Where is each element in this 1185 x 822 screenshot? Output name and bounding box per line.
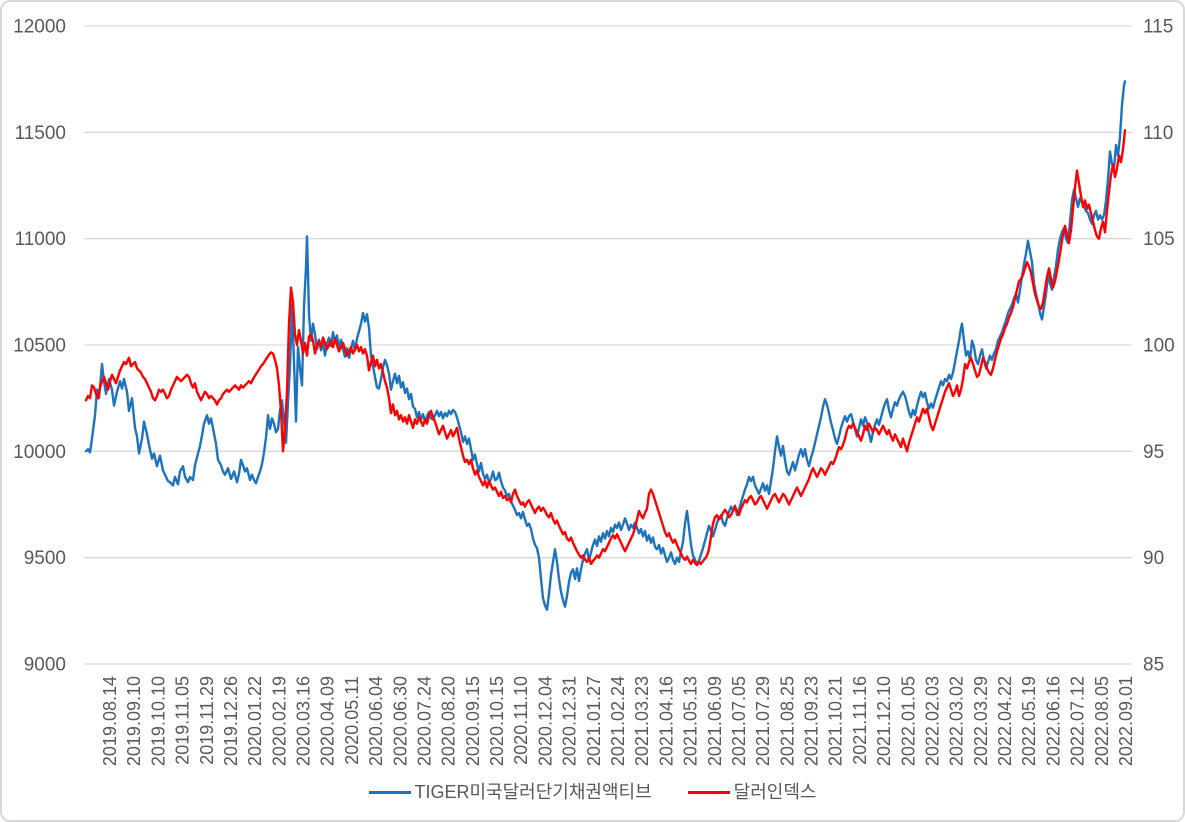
legend-line-swatch-red bbox=[687, 790, 730, 794]
x-axis-tick-label: 2019.11.05 bbox=[173, 676, 193, 765]
y-axis-left-tick-label: 10000 bbox=[13, 442, 66, 463]
x-axis-tick-label: 2022.03.29 bbox=[971, 676, 991, 766]
y-axis-right-tick-label: 95 bbox=[1143, 442, 1164, 463]
y-axis-right-tick-label: 110 bbox=[1143, 123, 1173, 144]
x-axis-tick-label: 2021.09.23 bbox=[802, 676, 822, 766]
x-axis-tick-label: 2021.03.23 bbox=[632, 676, 652, 766]
x-axis-tick-label: 2019.11.29 bbox=[197, 676, 217, 765]
x-axis-tick-label: 2020.12.31 bbox=[560, 676, 580, 766]
y-axis-left-tick-label: 10500 bbox=[13, 336, 66, 357]
y-axis-left-tick-label: 9500 bbox=[24, 548, 66, 569]
x-axis-tick-label: 2021.05.13 bbox=[681, 676, 701, 766]
x-axis-tick-label: 2019.10.10 bbox=[148, 676, 168, 766]
x-axis-tick-label: 2019.12.26 bbox=[221, 676, 241, 766]
y-axis-left-tick-label: 9000 bbox=[24, 655, 66, 676]
x-axis-tick-label: 2020.04.09 bbox=[318, 676, 338, 766]
y-axis-right-tick-label: 115 bbox=[1143, 17, 1173, 38]
legend-label-tiger-etf: TIGER미국달러단기채권액티브 bbox=[414, 782, 652, 802]
x-axis-tick-label: 2022.08.05 bbox=[1092, 676, 1112, 766]
x-axis-tick-label: 2021.12.10 bbox=[874, 676, 894, 766]
x-axis-tick-label: 2020.10.15 bbox=[487, 676, 507, 766]
x-axis-tick-label: 2022.03.02 bbox=[947, 676, 967, 766]
x-axis-tick-label: 2022.09.01 bbox=[1116, 676, 1136, 766]
x-axis-tick-label: 2020.02.19 bbox=[269, 676, 289, 766]
x-axis-tick-label: 2020.07.24 bbox=[414, 676, 434, 766]
x-axis-tick-label: 2022.05.19 bbox=[1019, 676, 1039, 766]
x-axis-tick-label: 2020.05.11 bbox=[342, 676, 362, 765]
legend-label-dollar-index: 달러인덱스 bbox=[733, 782, 817, 802]
y-axis-right-tick-label: 100 bbox=[1143, 336, 1175, 357]
x-axis-tick-label: 2020.06.04 bbox=[366, 676, 386, 766]
x-axis-tick-label: 2021.07.05 bbox=[729, 676, 749, 766]
y-axis-right-tick-label: 90 bbox=[1143, 548, 1164, 569]
legend-item-dollar-index[interactable]: 달러인덱스 bbox=[687, 779, 817, 805]
x-axis-tick-label: 2022.06.16 bbox=[1043, 676, 1063, 766]
x-axis-tick-label: 2021.06.09 bbox=[705, 676, 725, 766]
x-axis-tick-label: 2020.09.15 bbox=[463, 676, 483, 766]
x-axis-tick-label: 2021.07.29 bbox=[753, 676, 773, 766]
x-axis-tick-label: 2020.03.16 bbox=[294, 676, 314, 766]
x-axis-tick-label: 2021.04.16 bbox=[656, 676, 676, 766]
y-axis-left-tick-label: 11500 bbox=[15, 123, 66, 144]
x-axis-tick-label: 2020.06.30 bbox=[390, 676, 410, 766]
x-axis-tick-label: 2021.01.27 bbox=[584, 676, 604, 766]
y-axis-left-tick-label: 11000 bbox=[15, 229, 66, 250]
legend-line-swatch-blue bbox=[368, 790, 411, 794]
x-axis-tick-label: 2021.10.21 bbox=[826, 676, 846, 766]
y-axis-right-tick-label: 85 bbox=[1143, 655, 1164, 676]
x-axis-tick-label: 2020.01.22 bbox=[245, 676, 265, 766]
x-axis-tick-label: 2021.08.25 bbox=[777, 676, 797, 766]
x-axis-tick-label: 2021.11.16 bbox=[850, 676, 870, 765]
x-axis-tick-label: 2019.08.14 bbox=[100, 676, 120, 766]
x-axis-tick-label: 2022.01.05 bbox=[898, 676, 918, 766]
y-axis-left-tick-label: 12000 bbox=[13, 17, 66, 38]
series-line-dollar-index[interactable] bbox=[84, 128, 1127, 567]
x-axis-tick-label: 2019.09.10 bbox=[124, 676, 144, 766]
x-axis-tick-label: 2020.11.10 bbox=[511, 676, 531, 765]
x-axis-tick-label: 2022.04.22 bbox=[995, 676, 1015, 766]
x-axis-tick-label: 2022.07.12 bbox=[1068, 676, 1088, 766]
x-axis-tick-label: 2020.12.04 bbox=[535, 676, 555, 766]
x-axis-tick-label: 2021.02.24 bbox=[608, 676, 628, 766]
legend-item-tiger-etf[interactable]: TIGER미국달러단기채권액티브 bbox=[368, 779, 652, 805]
y-axis-right-tick-label: 105 bbox=[1143, 229, 1175, 250]
x-axis-tick-label: 2022.02.03 bbox=[922, 676, 942, 766]
x-axis-tick-label: 2020.08.20 bbox=[439, 676, 459, 766]
legend: TIGER미국달러단기채권액티브 달러인덱스 bbox=[2, 779, 1183, 805]
